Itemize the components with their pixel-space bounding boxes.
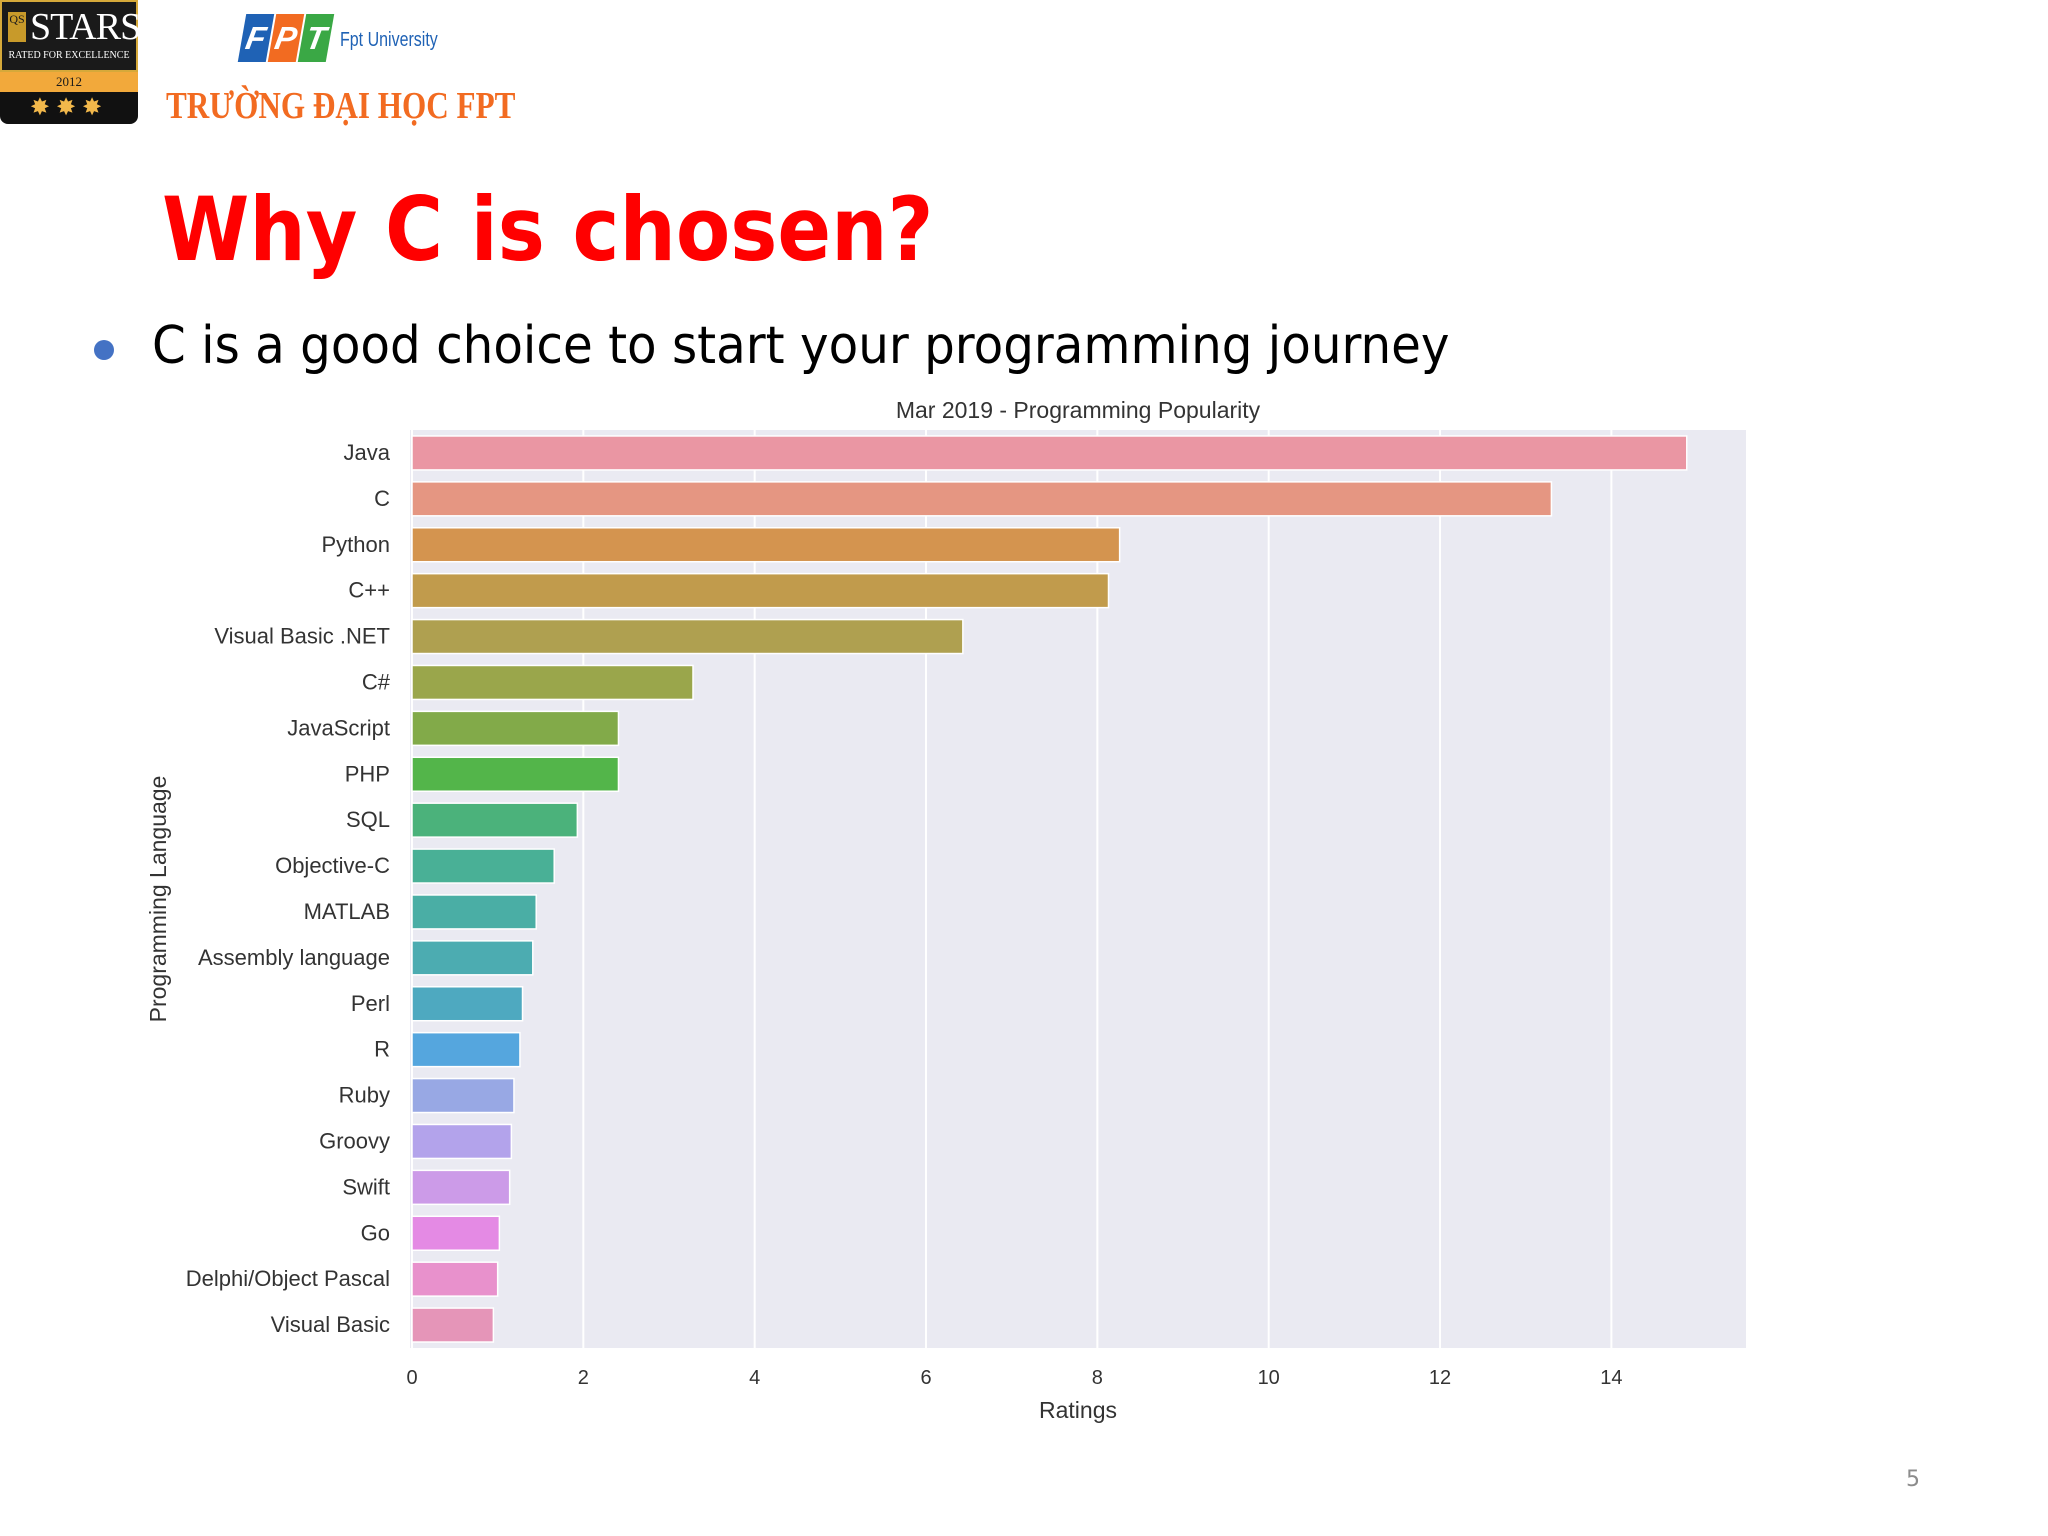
category-label: SQL bbox=[346, 807, 390, 832]
bar-php bbox=[411, 756, 620, 792]
bar-c bbox=[411, 481, 1553, 517]
qs-rated-text: RATED FOR EXCELLENCE bbox=[8, 50, 130, 61]
x-tick-label: 8 bbox=[1092, 1367, 1103, 1389]
fpt-university-text: Fpt University bbox=[340, 29, 438, 51]
bar-sql bbox=[411, 802, 579, 838]
category-label: R bbox=[374, 1037, 390, 1062]
bar-assembly-language bbox=[411, 940, 534, 976]
bar-c- bbox=[411, 664, 694, 701]
qs-stars-logo: QS STARS RATED FOR EXCELLENCE 2012 ✸✸✸ bbox=[0, 0, 141, 126]
slide-number: 5 bbox=[1906, 1467, 1920, 1492]
bullet-point-icon bbox=[94, 340, 114, 360]
x-tick-label: 12 bbox=[1429, 1367, 1451, 1389]
category-label: Perl bbox=[351, 991, 390, 1016]
school-name: TRƯỜNG ĐẠI HỌC FPT bbox=[166, 85, 516, 127]
bar-ruby bbox=[411, 1077, 515, 1114]
qs-stars-text: STARS bbox=[30, 6, 141, 48]
category-label: MATLAB bbox=[304, 899, 390, 924]
category-label: C++ bbox=[348, 578, 390, 603]
bar-visual-basic-net bbox=[411, 618, 964, 655]
bar-go bbox=[411, 1215, 501, 1251]
category-label: Java bbox=[344, 440, 391, 465]
category-label: Delphi/Object Pascal bbox=[186, 1266, 390, 1291]
bar-javascript bbox=[411, 710, 620, 747]
bar-python bbox=[411, 527, 1121, 563]
qs-year: 2012 bbox=[0, 72, 138, 92]
category-label: Visual Basic bbox=[271, 1312, 390, 1337]
bar-groovy bbox=[411, 1123, 513, 1160]
category-label: Assembly language bbox=[198, 945, 390, 970]
x-tick-label: 4 bbox=[749, 1367, 760, 1389]
category-label: PHP bbox=[345, 761, 390, 786]
bar-r bbox=[411, 1031, 521, 1068]
chart-category-labels: Java C Python C++ Visual Basic .NET C# JavaScr… bbox=[186, 440, 391, 1337]
x-tick-label: 14 bbox=[1600, 1367, 1622, 1389]
category-label: Objective-C bbox=[275, 853, 390, 878]
x-tick-label: 2 bbox=[578, 1367, 589, 1389]
slide-title: Why C is chosen? bbox=[162, 178, 934, 281]
bar-java bbox=[411, 435, 1688, 471]
x-tick-label: 0 bbox=[406, 1367, 417, 1389]
bar-c- bbox=[411, 572, 1110, 609]
category-label: Python bbox=[322, 532, 391, 557]
category-label: Visual Basic .NET bbox=[214, 624, 390, 649]
chart-x-ticks: 0 2 4 6 8 10 12 14 bbox=[406, 1367, 1622, 1389]
qs-rating-stars-icon: ✸✸✸ bbox=[0, 92, 138, 124]
category-label: Swift bbox=[342, 1174, 390, 1199]
category-label: JavaScript bbox=[287, 715, 390, 740]
category-label: Groovy bbox=[319, 1128, 390, 1153]
category-label: Go bbox=[361, 1220, 390, 1245]
bar-visual-basic bbox=[411, 1307, 495, 1343]
bar-swift bbox=[411, 1169, 511, 1206]
chart-y-axis-label: Programming Language bbox=[145, 776, 171, 1023]
x-tick-label: 10 bbox=[1258, 1367, 1280, 1389]
bullet-text: C is a good choice to start your program… bbox=[152, 316, 1450, 376]
bar-delphi-object-pascal bbox=[411, 1261, 499, 1297]
category-label: Ruby bbox=[339, 1083, 390, 1108]
fpt-university-logo: F P T Fpt University bbox=[237, 8, 438, 72]
chart-x-axis-label: Ratings bbox=[1039, 1397, 1117, 1423]
x-tick-label: 6 bbox=[920, 1367, 931, 1389]
chart-plot-area bbox=[410, 430, 1746, 1348]
qs-box-text: QS bbox=[8, 12, 26, 42]
chart-bars bbox=[411, 435, 1688, 1343]
bar-matlab bbox=[411, 894, 537, 930]
category-label: C# bbox=[362, 669, 391, 694]
bar-objective-c bbox=[411, 848, 555, 884]
chart-title: Mar 2019 - Programming Popularity bbox=[896, 397, 1261, 423]
category-label: C bbox=[374, 486, 390, 511]
bar-perl bbox=[411, 986, 524, 1022]
